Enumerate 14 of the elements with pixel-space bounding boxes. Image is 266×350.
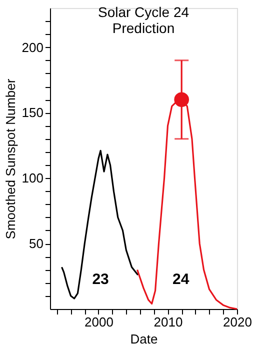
x-axis-title: Date	[130, 332, 158, 346]
x-tick-label: 2020	[223, 314, 252, 330]
x-tick-label: 2000	[84, 314, 114, 330]
y-tick-label: 50	[29, 236, 44, 252]
x-tick-label: 2010	[154, 314, 183, 330]
text: Solar Cycle 24	[98, 4, 190, 20]
annotation: 24	[172, 270, 190, 288]
y-tick-label: 150	[22, 105, 44, 120]
annotation: 23	[92, 270, 109, 288]
y-axis-title: Smoothed Sunspot Number	[2, 78, 18, 240]
text: Prediction	[112, 20, 175, 36]
y-tick-label: 100	[22, 170, 44, 186]
line-series	[60, 150, 139, 300]
y-tick-label: 200	[22, 40, 44, 55]
